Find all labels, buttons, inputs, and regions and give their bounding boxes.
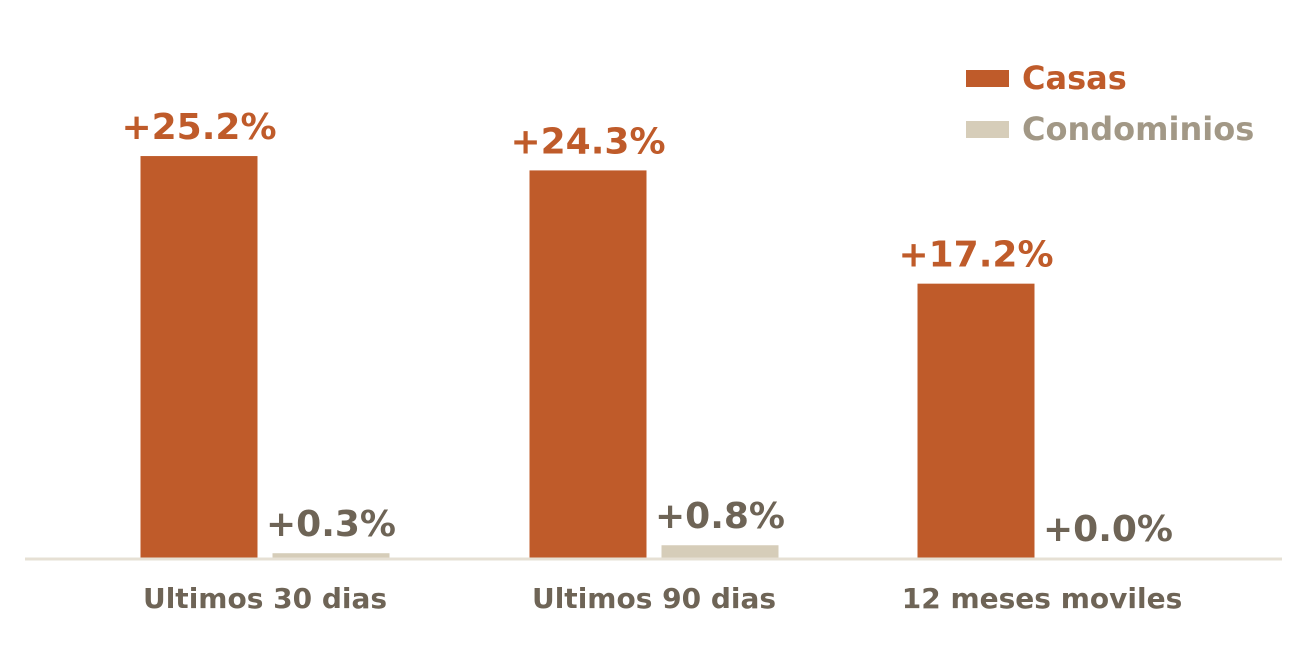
value-label-casas-3: +17.2%	[898, 235, 1053, 276]
value-label-condominios-2: +0.8%	[655, 496, 785, 537]
legend-label-condominios: Condominios	[1022, 110, 1254, 148]
category-labels-layer: Ultimos 30 dias Ultimos 90 dias 12 meses m…	[143, 582, 1182, 615]
bar-casas-3	[917, 283, 1035, 558]
legend-swatch-condominios	[966, 121, 1009, 138]
value-label-casas-1: +25.2%	[121, 107, 276, 148]
legend-label-casas: Casas	[1022, 59, 1127, 97]
value-label-casas-2: +24.3%	[510, 121, 665, 162]
value-label-condominios-1: +0.3%	[266, 504, 396, 545]
bars-layer	[140, 156, 1035, 559]
bar-condominios-2	[661, 545, 779, 558]
legend: Casas Condominios	[966, 59, 1254, 148]
bar-casas-1	[140, 156, 258, 558]
category-label-1: Ultimos 30 dias	[143, 582, 387, 615]
bar-casas-2	[529, 170, 647, 559]
bar-condominios-1	[272, 553, 390, 558]
legend-swatch-casas	[966, 70, 1009, 87]
value-labels-layer: +25.2% +0.3% +24.3% +0.8% +17.2% +0.0%	[121, 107, 1173, 550]
value-label-condominios-3: +0.0%	[1043, 509, 1173, 550]
category-label-3: 12 meses moviles	[902, 582, 1182, 615]
category-label-2: Ultimos 90 dias	[532, 582, 776, 615]
